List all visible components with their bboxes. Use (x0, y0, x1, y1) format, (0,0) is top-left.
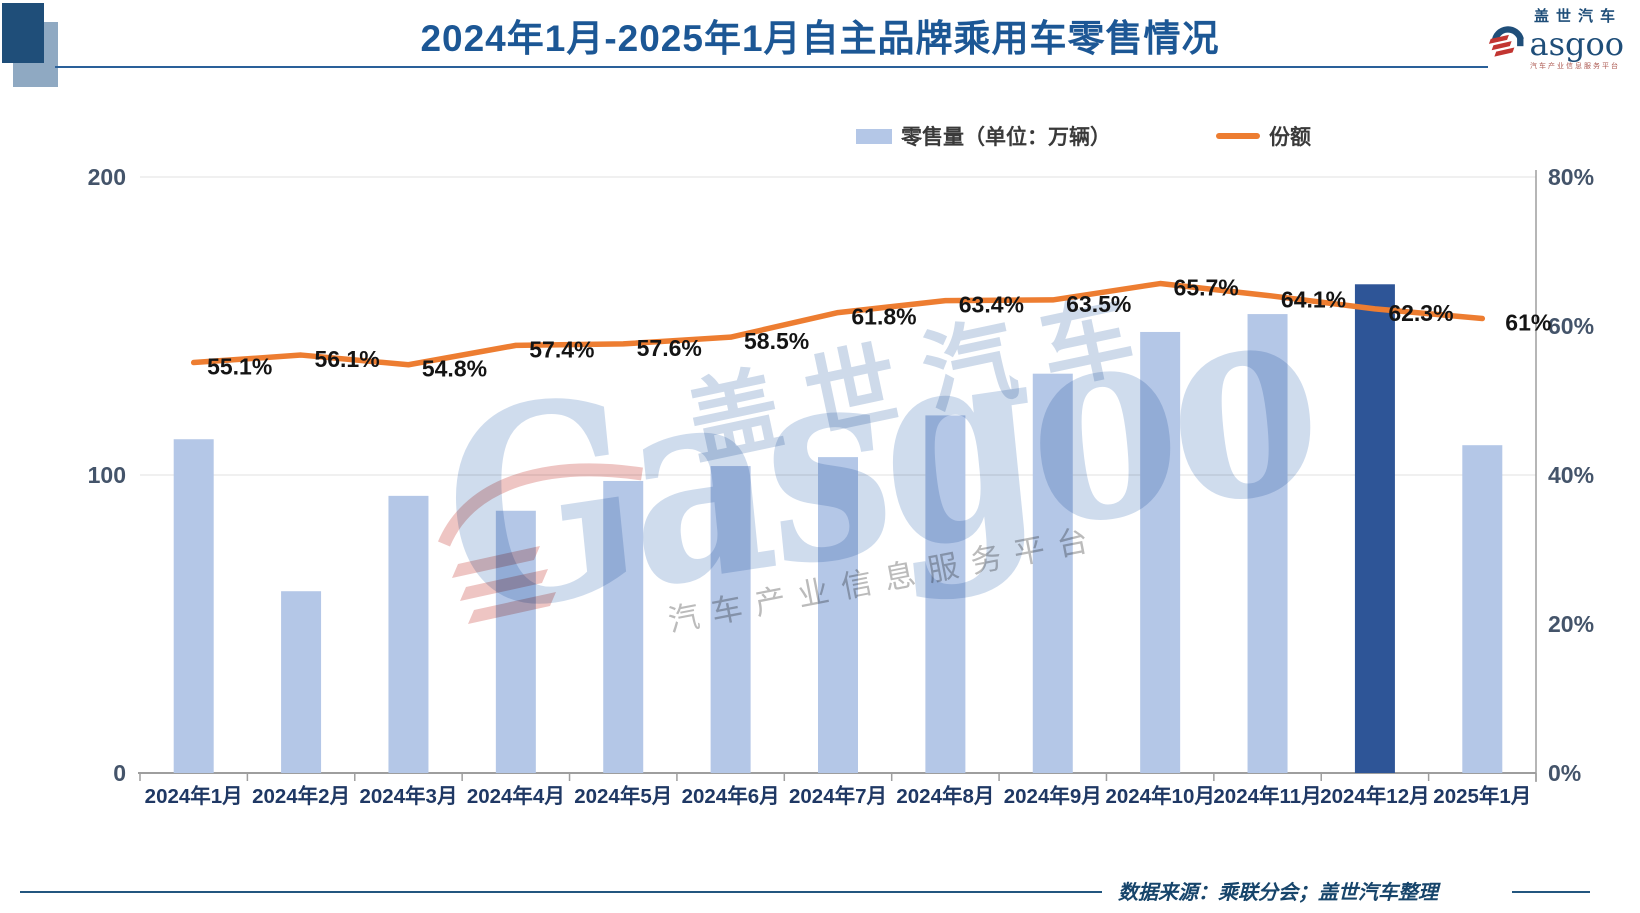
x-axis-label-2024年11月: 2024年11月 (1213, 784, 1321, 808)
gasgoo-logo: 盖世汽车 asgoo 汽车产业信息服务平台 (1414, 5, 1624, 71)
title-underline (55, 66, 1488, 68)
right-axis-label-20%: 20% (1548, 611, 1594, 637)
share-label-2024年6月: 58.5% (744, 328, 809, 354)
left-axis-label-0: 0 (113, 760, 126, 786)
logo-wordmark-text: asgoo (1529, 24, 1624, 63)
x-axis-label-2024年8月: 2024年8月 (896, 784, 994, 808)
x-axis-label-2024年5月: 2024年5月 (574, 784, 672, 808)
right-axis-label-0%: 0% (1548, 760, 1581, 786)
x-axis-label-2024年10月: 2024年10月 (1105, 784, 1214, 808)
share-label-2024年2月: 56.1% (314, 346, 379, 372)
data-source-note: 数据来源：乘联分会；盖世汽车整理 (1118, 882, 1438, 904)
right-axis-label-80%: 80% (1548, 164, 1594, 190)
bar-2024年2月 (281, 591, 322, 773)
bar-2024年9月 (1032, 373, 1073, 773)
bar-2024年10月 (1140, 331, 1181, 773)
bar-2024年6月 (710, 466, 751, 773)
legend-item-share: 份额 (1216, 126, 1311, 149)
logo-chinese-name: 盖世汽车 (1533, 8, 1622, 25)
legend-item-retail-volume: 零售量（单位：万辆） (856, 126, 1111, 149)
logo-slogan: 汽车产业信息服务平台 (1530, 63, 1620, 70)
x-axis-label-2024年6月: 2024年6月 (682, 784, 780, 808)
right-axis-label-40%: 40% (1548, 462, 1594, 488)
x-axis-label-2024年7月: 2024年7月 (789, 784, 887, 808)
x-axis-label-2024年9月: 2024年9月 (1004, 784, 1102, 808)
footer-rule-long (20, 891, 1102, 893)
x-axis-label-2025年1月: 2025年1月 (1433, 784, 1531, 808)
legend-label-share: 份额 (1269, 126, 1311, 149)
share-label-2024年3月: 54.8% (422, 356, 487, 382)
x-axis-label-2024年12月: 2024年12月 (1320, 784, 1429, 808)
share-label-2024年4月: 57.4% (529, 336, 594, 362)
bar-2024年7月 (818, 457, 858, 773)
bar-2024年3月 (388, 495, 429, 773)
deco-square-dark (2, 3, 44, 63)
page-title: 2024年1月-2025年1月自主品牌乘用车零售情况 (420, 18, 1220, 59)
x-axis-label-2024年1月: 2024年1月 (145, 784, 243, 808)
bar-2024年12月 (1354, 284, 1395, 773)
left-axis-label-200: 200 (88, 164, 126, 190)
legend-label-retail-volume: 零售量（单位：万辆） (901, 126, 1111, 149)
x-axis-label-2024年2月: 2024年2月 (252, 784, 350, 808)
x-axis-label-2024年4月: 2024年4月 (467, 784, 565, 808)
gasgoo-g-icon (1489, 26, 1525, 57)
share-label-2024年1月: 55.1% (207, 354, 272, 380)
left-axis-label-100: 100 (88, 462, 126, 488)
bar-series-swatch (856, 128, 892, 144)
bar-2025年1月 (1462, 445, 1503, 773)
share-label-2024年7月: 61.8% (851, 304, 916, 330)
right-axis-label-60%: 60% (1548, 313, 1594, 339)
share-label-2025年1月: 61% (1505, 310, 1551, 336)
footer-rule-short (1512, 891, 1590, 893)
x-axis-label-2024年3月: 2024年3月 (359, 784, 457, 808)
bar-2024年11月 (1247, 314, 1288, 773)
share-label-2024年10月: 65.7% (1174, 275, 1239, 301)
share-label-2024年5月: 57.6% (637, 335, 702, 361)
share-label-2024年11月: 64.1% (1281, 286, 1346, 312)
share-label-2024年12月: 62.3% (1388, 300, 1453, 326)
line-series-swatch (1216, 133, 1260, 139)
logo-wordmark: asgoo (1414, 24, 1624, 63)
bar-2024年1月 (173, 439, 214, 773)
share-line (190, 280, 1486, 368)
share-label-2024年9月: 63.5% (1066, 291, 1131, 317)
bar-2024年8月 (925, 415, 966, 773)
share-label-2024年8月: 63.4% (959, 292, 1024, 318)
